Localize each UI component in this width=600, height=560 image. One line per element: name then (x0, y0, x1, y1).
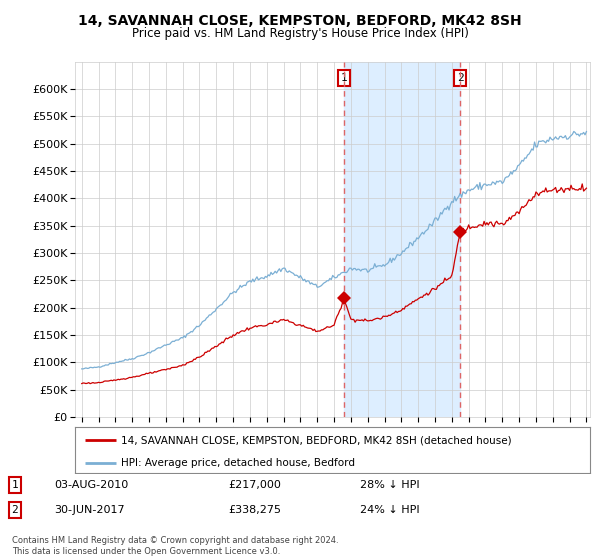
Text: 1: 1 (11, 480, 19, 490)
Text: 30-JUN-2017: 30-JUN-2017 (54, 505, 125, 515)
Text: 14, SAVANNAH CLOSE, KEMPSTON, BEDFORD, MK42 8SH: 14, SAVANNAH CLOSE, KEMPSTON, BEDFORD, M… (78, 14, 522, 28)
Text: 1: 1 (340, 73, 347, 83)
Text: Price paid vs. HM Land Registry's House Price Index (HPI): Price paid vs. HM Land Registry's House … (131, 27, 469, 40)
Text: 2: 2 (11, 505, 19, 515)
Text: Contains HM Land Registry data © Crown copyright and database right 2024.
This d: Contains HM Land Registry data © Crown c… (12, 536, 338, 556)
Text: HPI: Average price, detached house, Bedford: HPI: Average price, detached house, Bedf… (121, 458, 355, 468)
Bar (344, 62, 460, 417)
Text: 24% ↓ HPI: 24% ↓ HPI (360, 505, 419, 515)
Text: 2: 2 (457, 73, 464, 83)
Text: £338,275: £338,275 (228, 505, 281, 515)
Text: £217,000: £217,000 (228, 480, 281, 490)
Text: 03-AUG-2010: 03-AUG-2010 (54, 480, 128, 490)
Text: 28% ↓ HPI: 28% ↓ HPI (360, 480, 419, 490)
Text: 14, SAVANNAH CLOSE, KEMPSTON, BEDFORD, MK42 8SH (detached house): 14, SAVANNAH CLOSE, KEMPSTON, BEDFORD, M… (121, 435, 512, 445)
